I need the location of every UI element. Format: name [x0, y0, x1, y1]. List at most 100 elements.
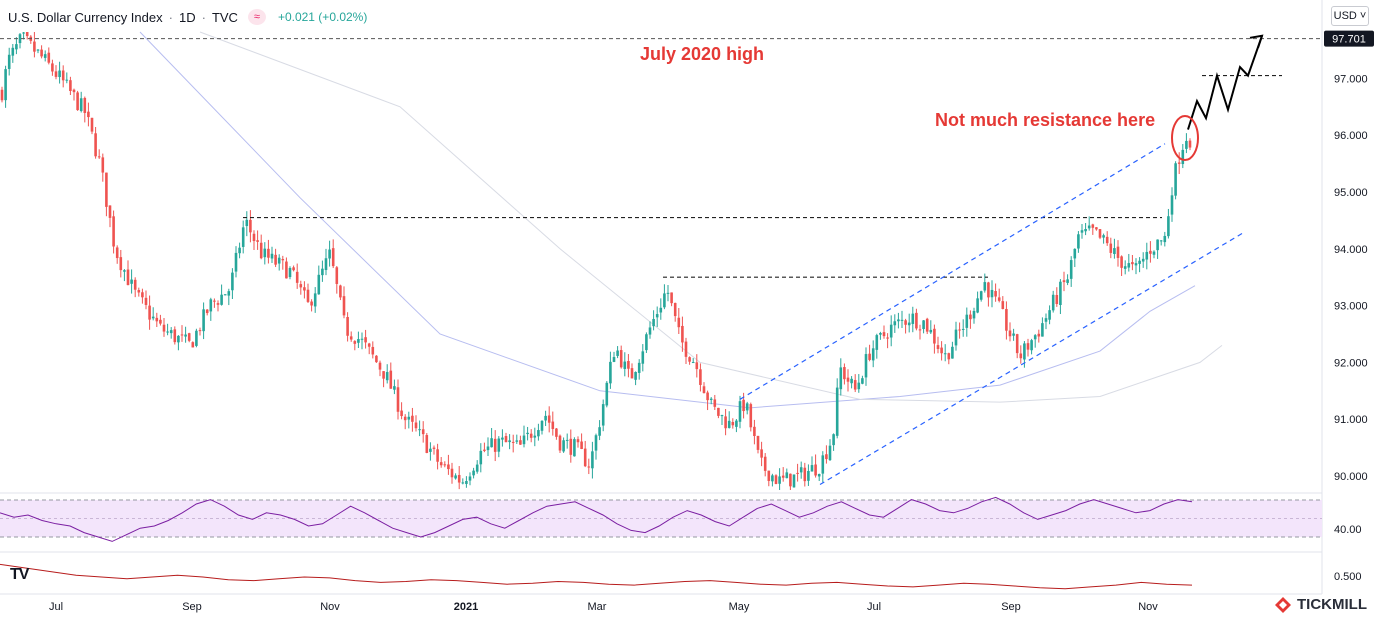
candle-body	[11, 47, 15, 56]
interval-label[interactable]: 1D	[178, 9, 196, 25]
candle-body	[875, 335, 879, 350]
candle-body	[1044, 318, 1048, 322]
candle-body	[1069, 260, 1073, 279]
time-tick-label: Nov	[320, 601, 340, 613]
candle-body	[51, 63, 54, 72]
candle-body	[745, 403, 749, 411]
candle-body	[450, 468, 454, 478]
candle-body	[749, 404, 753, 428]
price-tick-label: 91.000	[1334, 414, 1368, 426]
candle-body	[1159, 240, 1163, 242]
candle-body	[187, 333, 191, 341]
candle-body	[468, 476, 472, 481]
candle-body	[421, 429, 425, 435]
candle-body	[857, 382, 861, 390]
candle-body	[821, 455, 825, 474]
candle-body	[803, 467, 807, 482]
candle-body	[1116, 246, 1120, 258]
candle-body	[511, 441, 515, 443]
candle-body	[335, 267, 339, 284]
candle-body	[25, 32, 29, 37]
candle-body	[670, 292, 673, 304]
candle-body	[846, 377, 850, 382]
candle-body	[141, 292, 144, 298]
candle-body	[781, 475, 785, 478]
candle-body	[454, 475, 457, 479]
candle-body	[994, 291, 997, 297]
candle-body	[1185, 140, 1188, 149]
candle-body	[115, 247, 119, 259]
candle-body	[515, 440, 519, 442]
candle-body	[720, 415, 724, 417]
candle-body	[540, 420, 544, 431]
candle-body	[58, 70, 61, 78]
candle-body	[882, 332, 886, 337]
candle-body	[1059, 281, 1062, 306]
candle-body	[263, 248, 267, 258]
candle-body	[1170, 195, 1174, 215]
time-tick-label: 2021	[454, 601, 478, 613]
candle-body	[886, 337, 889, 339]
candle-body	[249, 219, 252, 233]
candle-body	[209, 299, 213, 312]
candle-body	[126, 269, 130, 286]
candle-body	[389, 370, 393, 389]
candle-body	[169, 330, 173, 334]
candle-body	[133, 279, 137, 290]
candle-body	[1141, 258, 1145, 262]
candle-body	[699, 369, 702, 385]
price-tick-label: 95.000	[1334, 187, 1368, 199]
candle-body	[486, 446, 490, 451]
candle-body	[688, 357, 691, 362]
candle-body	[508, 440, 511, 443]
candle-body	[112, 216, 115, 247]
candle-body	[94, 133, 97, 157]
candle-body	[591, 451, 594, 469]
candle-body	[555, 428, 558, 437]
candle-body	[997, 297, 1001, 301]
candle-body	[162, 324, 166, 332]
candle-body	[558, 435, 562, 451]
candle-body	[198, 330, 202, 332]
candle-body	[216, 303, 220, 305]
candle-body	[533, 435, 537, 438]
currency-dropdown[interactable]: USD ˅	[1331, 6, 1369, 26]
candle-body	[155, 317, 159, 322]
candle-body	[479, 450, 483, 465]
candle-body	[1120, 256, 1123, 268]
candle-body	[432, 447, 436, 449]
candle-body	[504, 436, 508, 443]
candle-body	[987, 282, 990, 298]
candle-body	[439, 462, 443, 466]
candle-body	[18, 34, 22, 44]
candle-body	[742, 399, 745, 412]
candle-body	[33, 41, 36, 52]
candle-body	[43, 54, 47, 58]
candle-body	[1012, 333, 1015, 336]
candle-body	[148, 305, 151, 320]
candle-body	[634, 371, 637, 380]
candle-body	[594, 435, 598, 451]
candle-body	[983, 282, 987, 291]
candle-body	[40, 49, 43, 57]
candle-body	[904, 320, 907, 325]
candle-body	[407, 416, 411, 420]
candle-body	[1041, 323, 1044, 337]
candle-body	[519, 440, 522, 445]
compare-wave-icon[interactable]: ≈	[247, 9, 266, 25]
candle-body	[724, 416, 727, 429]
candle-body	[4, 69, 7, 101]
candle-body	[256, 240, 259, 242]
candle-body	[105, 172, 108, 207]
candle-body	[612, 357, 616, 362]
candle-body	[1080, 230, 1084, 233]
candle-body	[796, 472, 799, 474]
candle-body	[83, 97, 87, 113]
candle-body	[573, 439, 576, 457]
candle-body	[436, 449, 439, 462]
price-tick-label: 94.000	[1334, 244, 1368, 256]
candle-body	[526, 432, 529, 435]
time-tick-label: Nov	[1138, 601, 1158, 613]
candle-body	[1134, 263, 1138, 266]
